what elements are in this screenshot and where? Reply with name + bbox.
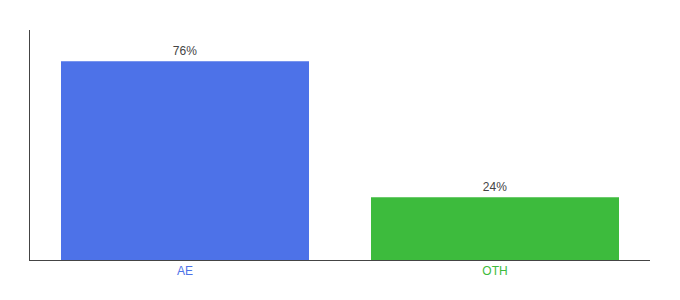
svg-text:AE: AE <box>177 264 193 278</box>
svg-text:76%: 76% <box>173 44 197 58</box>
svg-text:24%: 24% <box>483 180 507 194</box>
svg-text:OTH: OTH <box>482 264 507 278</box>
